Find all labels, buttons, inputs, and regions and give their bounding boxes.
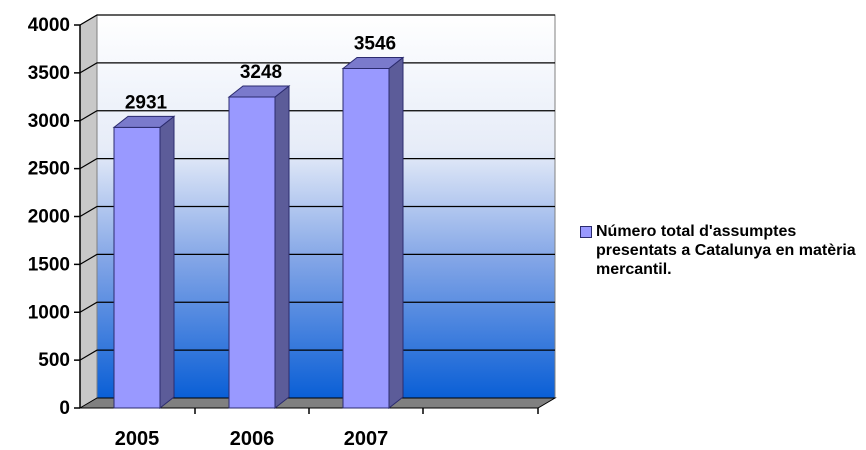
bar-side	[388, 56, 404, 410]
bar-front	[228, 96, 276, 409]
bar-top	[227, 85, 291, 98]
y-tick-label: 1500	[28, 254, 70, 275]
bar-top	[341, 56, 405, 69]
bar	[341, 56, 405, 410]
y-tick-label: 4000	[28, 15, 70, 36]
legend-swatch	[580, 226, 592, 238]
bar-top	[112, 115, 176, 128]
x-tick-label: 2005	[115, 428, 160, 450]
x-tick-label: 2007	[344, 428, 389, 450]
bar-front	[113, 126, 161, 409]
y-tick-label: 0	[59, 398, 70, 419]
bar	[112, 115, 176, 410]
gridline	[79, 14, 555, 26]
y-tick-label: 500	[38, 350, 70, 371]
y-tick-label: 3500	[28, 63, 70, 84]
bar-side	[159, 115, 175, 410]
x-tick-label: 2006	[230, 428, 275, 450]
legend: Número total d'assumptes presentats a Ca…	[580, 222, 866, 279]
data-label: 3248	[240, 62, 282, 83]
data-label: 2931	[125, 92, 168, 113]
y-tick-label: 2500	[28, 159, 70, 180]
bar-front	[342, 67, 390, 409]
legend-label: Número total d'assumptes presentats a Ca…	[596, 223, 856, 278]
bar	[227, 84, 291, 410]
y-tick-label: 1000	[28, 302, 70, 323]
bar-side	[274, 84, 290, 410]
y-tick-label: 3000	[28, 111, 70, 132]
y-tick-label: 2000	[28, 207, 70, 228]
data-label: 3546	[354, 33, 396, 54]
